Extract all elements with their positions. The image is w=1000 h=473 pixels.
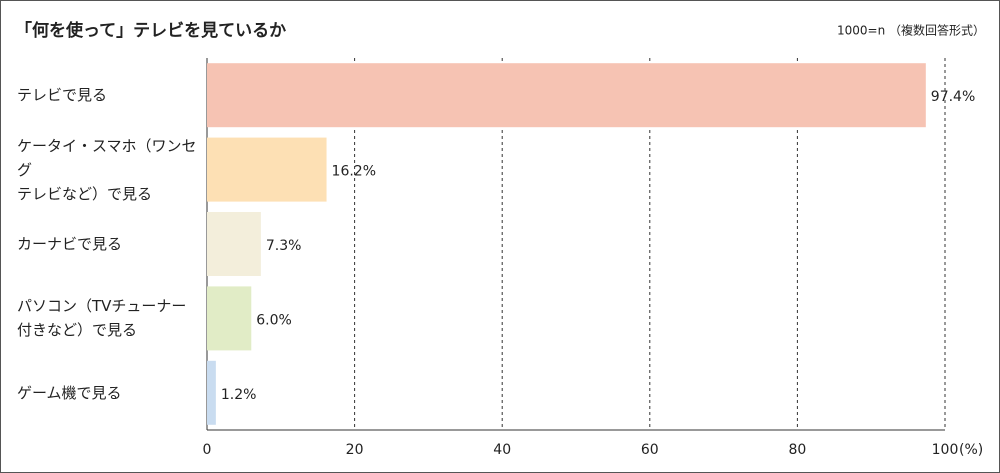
bar xyxy=(207,137,327,202)
category-label: テレビで見る xyxy=(17,86,108,105)
category-label: ケータイ・スマホ（ワンセグ テレビなど）で見る xyxy=(17,136,197,203)
x-unit: (%) xyxy=(959,442,983,458)
value-label: 7.3% xyxy=(266,238,302,254)
bar xyxy=(207,212,261,276)
x-tick-label: 40 xyxy=(493,442,511,458)
category-label: カーナビで見る xyxy=(17,235,123,253)
category-label: パソコン（TVチューナー 付きなど）で見る xyxy=(17,297,187,340)
x-tick-label: 0 xyxy=(203,442,212,458)
category-label: ゲーム機で見る xyxy=(17,383,122,402)
x-tick-label: 100 xyxy=(932,442,959,458)
value-label: 1.2% xyxy=(221,387,257,403)
chart-title: 「何を使って」テレビを見ているか xyxy=(15,20,286,41)
bar xyxy=(207,286,252,351)
value-label: 97.4% xyxy=(931,89,975,105)
bar xyxy=(207,360,216,425)
value-label: 16.2% xyxy=(332,164,376,180)
x-tick-label: 60 xyxy=(641,442,659,458)
bar xyxy=(207,63,926,128)
x-tick-label: 80 xyxy=(788,442,806,458)
note: 1000=n （複数回答形式） xyxy=(837,23,985,38)
value-label: 6.0% xyxy=(256,312,292,328)
x-tick-label: 20 xyxy=(346,442,364,458)
